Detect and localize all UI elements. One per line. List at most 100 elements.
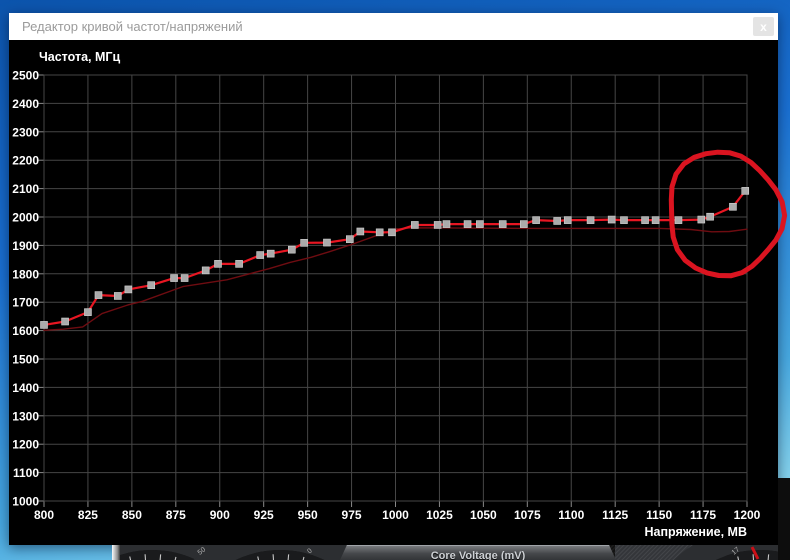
- gauge-tick: [129, 556, 132, 560]
- curve-point[interactable]: [553, 217, 561, 225]
- curve-point[interactable]: [114, 292, 122, 300]
- y-tick-label: 1400: [12, 381, 39, 395]
- curve-point[interactable]: [586, 216, 595, 224]
- x-tick-label: 1025: [426, 508, 453, 522]
- gauge-ring-inner: [235, 550, 325, 560]
- curve-point[interactable]: [706, 212, 714, 221]
- y-axis-title: Частота, МГц: [39, 50, 120, 64]
- close-button[interactable]: x: [753, 17, 774, 36]
- curve-point[interactable]: [288, 245, 296, 254]
- x-tick-label: 825: [78, 508, 98, 522]
- curve-point[interactable]: [476, 220, 484, 228]
- gauge-tick: [174, 556, 177, 560]
- reference_curve-line: [43, 227, 748, 331]
- gauge-tick: [752, 554, 755, 560]
- x-axis-title: Напряжение, МВ: [644, 525, 747, 539]
- y-tick-label: 1700: [12, 296, 39, 310]
- window-title: Редактор кривой частот/напряжений: [22, 19, 243, 34]
- x-tick-label: 925: [254, 508, 274, 522]
- gauge-tick: [287, 554, 290, 560]
- gauge-fragments: [112, 545, 790, 560]
- y-tick-label: 2400: [12, 97, 39, 111]
- y-tick-label: 2000: [12, 211, 39, 225]
- x-tick-label: 875: [166, 508, 186, 522]
- y-tick-label: 1000: [12, 495, 39, 509]
- curve-point[interactable]: [697, 215, 706, 224]
- chart-client-area: 800 825 850 875 900 925 950 975 1000 1025 1050 1075…: [9, 40, 778, 545]
- curve-point[interactable]: [170, 274, 178, 282]
- y-tick-label: 2200: [12, 154, 39, 168]
- curve-point[interactable]: [84, 308, 92, 316]
- curve-point[interactable]: [607, 215, 616, 224]
- curve-point[interactable]: [356, 227, 365, 236]
- window-edge-highlight: [112, 545, 120, 560]
- y-tick-label: 2100: [12, 182, 39, 196]
- curve-point[interactable]: [256, 251, 264, 259]
- vf-curve-chart[interactable]: 800 825 850 875 900 925 950 975 1000 1025 1050 1075…: [9, 40, 778, 545]
- x-tick-label: 800: [34, 508, 54, 522]
- background-app-corner: [778, 478, 790, 560]
- titlebar[interactable]: Редактор кривой частот/напряжений x: [9, 13, 778, 40]
- curve-point[interactable]: [620, 216, 628, 224]
- curve-point[interactable]: [346, 235, 354, 243]
- curve-point[interactable]: [375, 228, 384, 237]
- y-tick-label: 1100: [13, 466, 39, 480]
- x-tick-label: 850: [122, 508, 142, 522]
- curve-point[interactable]: [641, 216, 649, 224]
- curve-point[interactable]: [94, 291, 103, 299]
- core-voltage-panel: Core Voltage (mV): [340, 545, 616, 560]
- background-app-strip: Core Voltage (mV) 50 0 17: [112, 545, 790, 560]
- x-tick-label: 975: [342, 508, 362, 522]
- gauge-needle: [750, 546, 760, 560]
- curve-point[interactable]: [40, 321, 48, 329]
- x-tick-label: 1000: [382, 508, 409, 522]
- x-tick-label: 1100: [558, 508, 584, 522]
- x-tick-label: 900: [210, 508, 230, 522]
- curve-point[interactable]: [235, 260, 243, 268]
- curve-point[interactable]: [498, 220, 507, 228]
- curve-point[interactable]: [61, 317, 69, 326]
- y-tick-label: 1800: [12, 267, 39, 281]
- curve-point[interactable]: [463, 220, 472, 228]
- curve-point[interactable]: [214, 260, 222, 268]
- curve-point[interactable]: [411, 221, 419, 229]
- x-tick-label: 1050: [470, 508, 497, 522]
- x-tick-label: 1200: [734, 508, 761, 522]
- curve-point[interactable]: [300, 239, 308, 247]
- curve-point[interactable]: [180, 274, 189, 282]
- x-tick-label: 1125: [602, 508, 628, 522]
- curve-point[interactable]: [124, 285, 133, 294]
- curve-point[interactable]: [388, 228, 396, 237]
- curve-point[interactable]: [266, 249, 275, 258]
- curve-point[interactable]: [147, 281, 156, 289]
- curve-point[interactable]: [729, 202, 737, 211]
- y-tick-label: 1500: [12, 353, 39, 367]
- curve-editor-window: Редактор кривой частот/напряжений x 800 8…: [9, 13, 778, 545]
- curve-point[interactable]: [442, 220, 451, 228]
- current_curve-line: [42, 189, 747, 326]
- x-tick-label: 1150: [646, 508, 672, 522]
- y-tick-label: 1200: [12, 438, 39, 452]
- curve-point[interactable]: [323, 238, 331, 247]
- curve-point[interactable]: [674, 216, 683, 224]
- y-tick-label: 1300: [12, 409, 39, 423]
- y-tick-label: 2300: [12, 125, 39, 139]
- curve-point[interactable]: [532, 216, 540, 224]
- curve-point[interactable]: [741, 187, 750, 195]
- x-tick-label: 950: [298, 508, 318, 522]
- curve-point[interactable]: [563, 216, 572, 224]
- y-tick-label: 1600: [12, 324, 39, 338]
- gauge-tick: [257, 556, 260, 560]
- curve-point[interactable]: [519, 220, 528, 228]
- x-tick-label: 1075: [514, 508, 541, 522]
- gauge-tick: [737, 556, 740, 560]
- curve-point[interactable]: [201, 266, 210, 275]
- gauge-tick: [302, 556, 305, 560]
- plot-border: [43, 74, 748, 502]
- gauge-tick: [159, 554, 162, 560]
- curve-point[interactable]: [433, 221, 442, 229]
- curve-point[interactable]: [651, 216, 660, 224]
- core-voltage-label: Core Voltage (mV): [430, 550, 526, 560]
- gauge-ring-inner: [715, 550, 790, 560]
